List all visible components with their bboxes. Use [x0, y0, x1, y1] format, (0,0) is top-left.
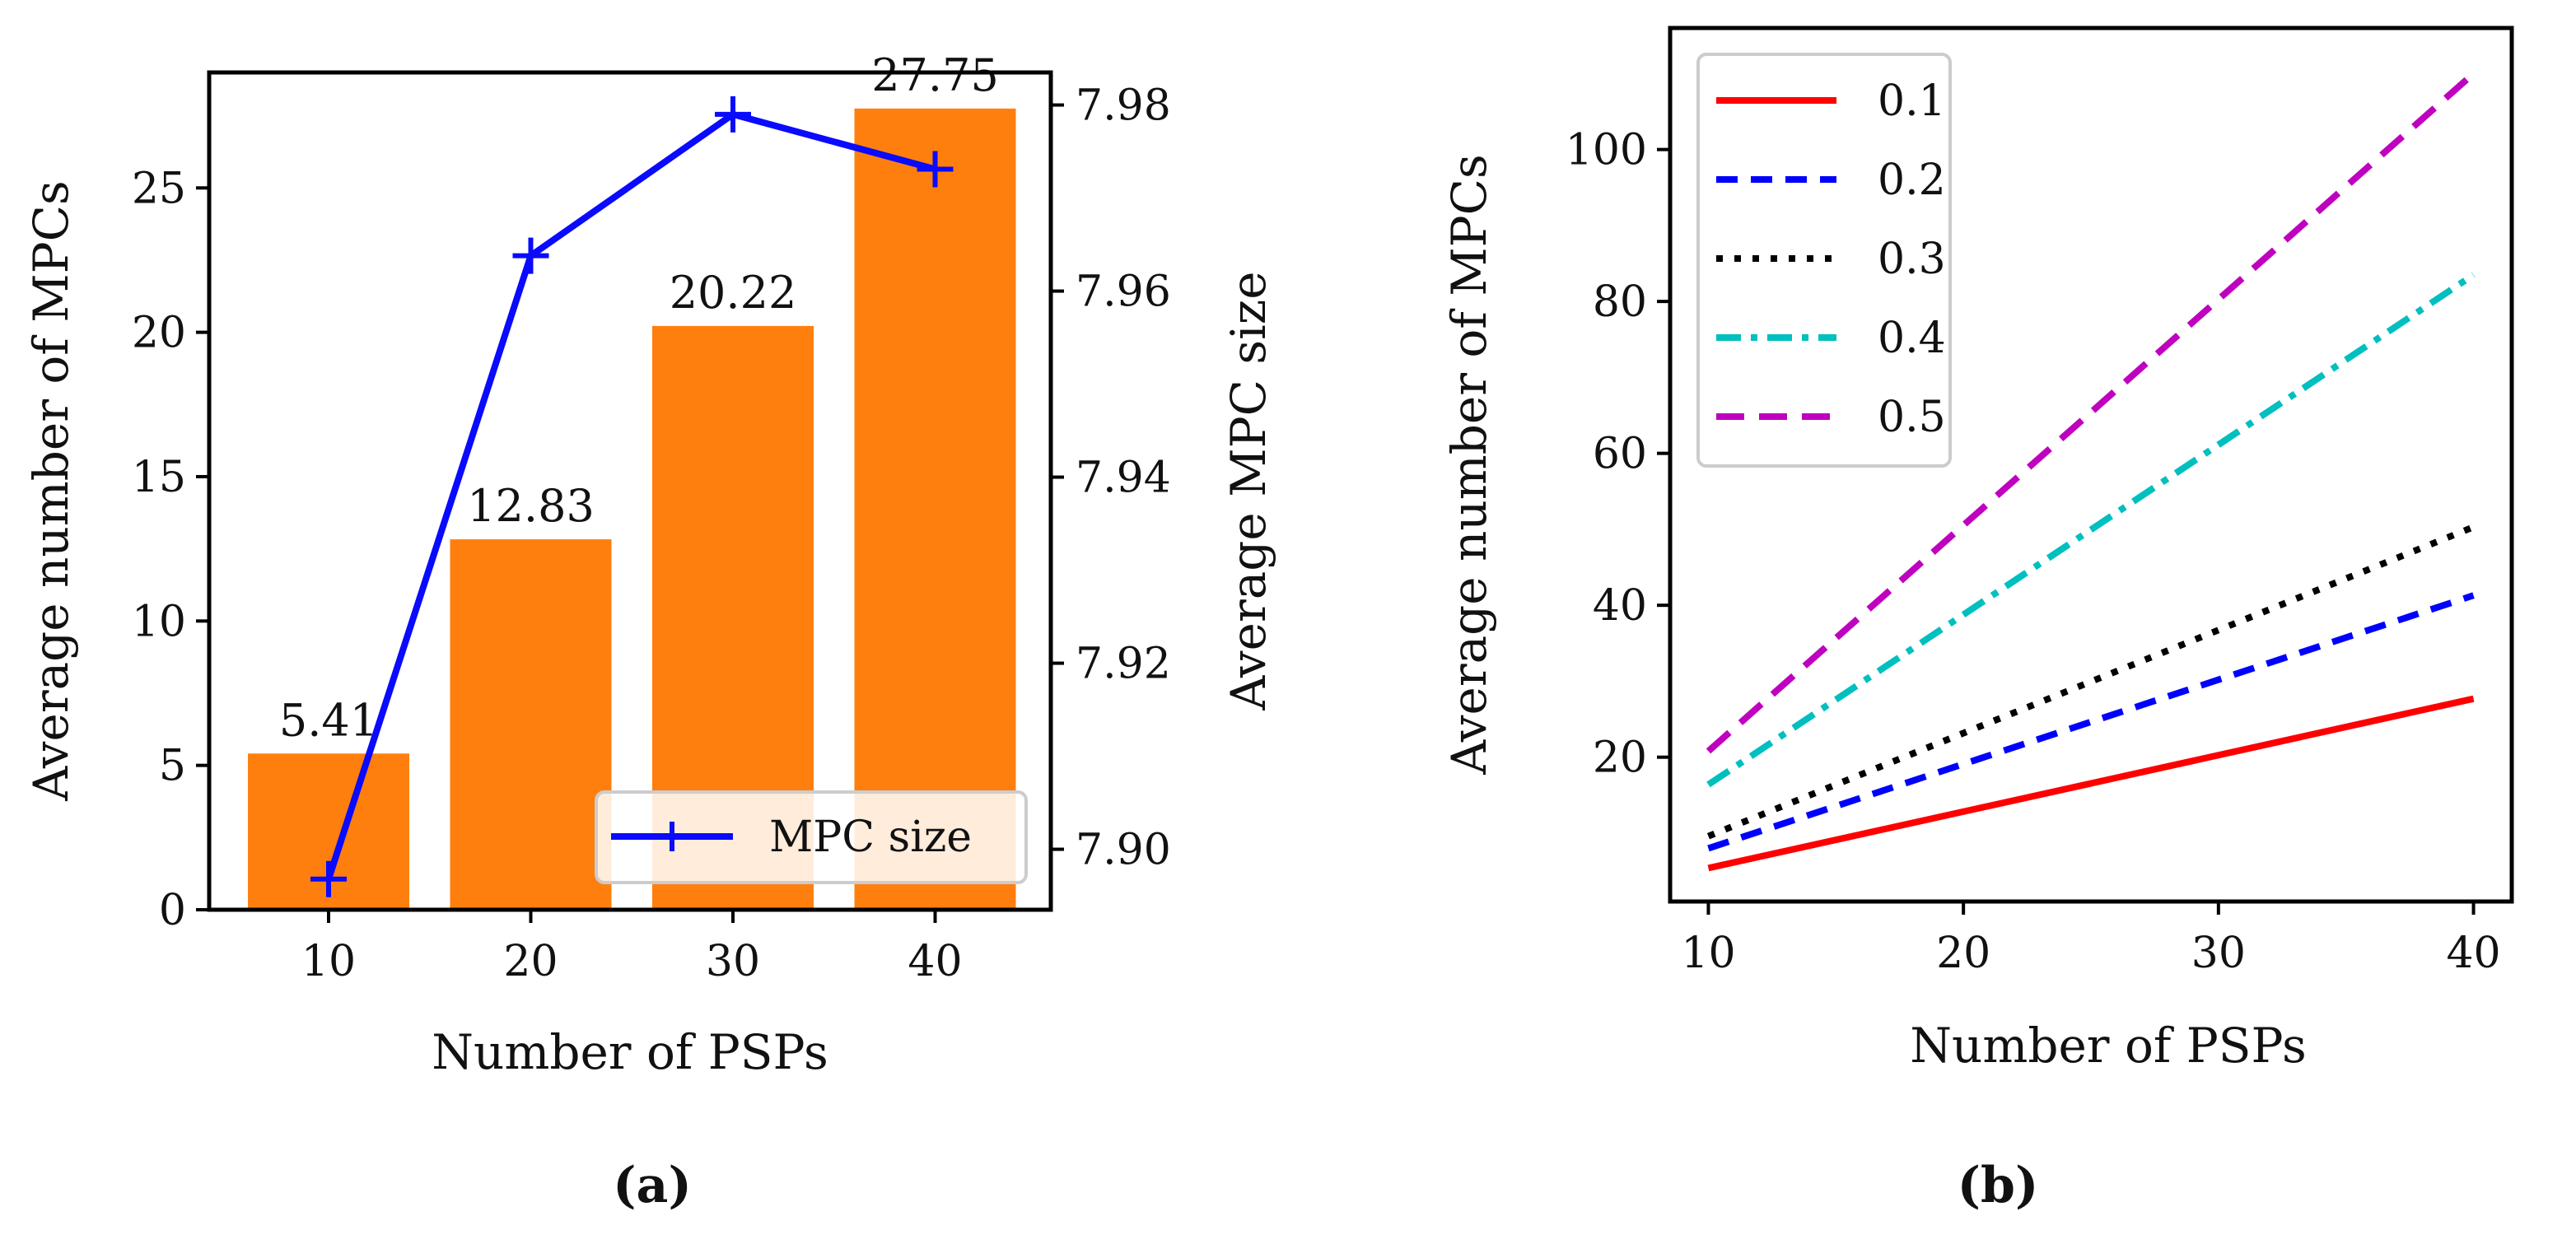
legend-label-mpc-size: MPC size [769, 813, 972, 862]
y-tick-label: 40 [1593, 581, 1647, 631]
plot-frame [1668, 26, 2514, 904]
legend-label-0.5: 0.5 [1878, 393, 1946, 442]
bar-label-30: 20.22 [670, 267, 797, 319]
secondary-y-axis-label: Average MPC size [1220, 271, 1276, 711]
y2-tick-label: 7.90 [1076, 826, 1171, 875]
y-axis-label: Average number of MPCs [23, 180, 79, 802]
y2-tick-label: 7.94 [1076, 454, 1171, 503]
mpc-size-line [325, 110, 936, 880]
bar-data-labels: 5.41 12.83 20.22 27.75 [279, 49, 999, 746]
mpc-size-marker-20 [512, 237, 549, 274]
mpc-size-marker-40 [917, 151, 954, 188]
bar-label-20: 12.83 [467, 480, 595, 532]
subcaption-a: (a) [613, 1157, 692, 1214]
x-axis-ticks: 10 20 30 40 [301, 910, 963, 986]
y-tick-label: 15 [132, 453, 186, 502]
bar-label-40: 27.75 [871, 49, 999, 101]
legend-label-0.1: 0.1 [1878, 77, 1946, 126]
bar-label-10: 5.41 [279, 694, 378, 746]
series-line-0.4 [1706, 272, 2476, 788]
y2-tick-label: 7.98 [1076, 82, 1171, 131]
x-axis-label: Number of PSPs [432, 1024, 828, 1080]
series-line-0.2 [1707, 592, 2475, 852]
y2-tick-label: 7.92 [1076, 640, 1171, 689]
y-tick-label: 60 [1593, 430, 1647, 479]
legend-label-0.2: 0.2 [1878, 156, 1946, 205]
x-tick-label: 20 [1936, 929, 1990, 978]
primary-y-axis-ticks: 0 5 10 15 20 25 [132, 164, 209, 935]
series-line-0.1 [1707, 695, 2475, 872]
x-tick-label: 10 [1681, 929, 1735, 978]
legend-label-0.3: 0.3 [1878, 235, 1946, 284]
legend-label-0.4: 0.4 [1878, 314, 1946, 363]
legend: MPC size [595, 790, 1028, 884]
legend: 0.1 0.2 0.3 0.4 0.5 [1696, 53, 1952, 468]
x-axis-ticks: 10 20 30 40 [1681, 902, 2501, 978]
x-tick-label: 10 [301, 937, 356, 986]
y-axis-label: Average number of MPCs [1441, 154, 1497, 776]
plot-frame [207, 70, 1053, 912]
bar-40 [854, 108, 1016, 911]
x-tick-label: 30 [2191, 929, 2246, 978]
subcaption-b: (b) [1958, 1157, 2039, 1214]
y-axis-ticks: 20 40 60 80 100 [1566, 126, 1670, 783]
mpc-size-line-series [310, 96, 954, 897]
x-tick-label: 20 [503, 937, 558, 986]
y-tick-label: 10 [132, 597, 186, 646]
x-axis-label: Number of PSPs [1910, 1018, 2307, 1074]
secondary-y-axis-ticks: 7.90 7.92 7.94 7.96 7.98 [1051, 82, 1171, 875]
legend-box [1696, 53, 1952, 468]
y-tick-label: 80 [1593, 277, 1647, 327]
panel-b-line-chart: 20 40 60 80 100 10 20 30 40 0.1 0.2 0.3 0.4 0.5 Num… [1441, 26, 2514, 1214]
y-tick-label: 25 [132, 164, 186, 213]
bar-series [248, 108, 1016, 911]
mpc-size-marker-30 [715, 96, 751, 133]
y-tick-label: 5 [159, 742, 186, 791]
y2-tick-label: 7.96 [1076, 268, 1171, 317]
mpc-size-marker-10 [310, 860, 347, 897]
y-tick-label: 20 [132, 309, 186, 358]
x-tick-label: 40 [2446, 929, 2500, 978]
x-tick-label: 40 [908, 937, 962, 986]
y-tick-label: 0 [159, 886, 186, 935]
series-line-0.3 [1706, 524, 2476, 840]
legend-box [595, 790, 1028, 884]
legend-marker-plus [657, 822, 687, 851]
bar-20 [450, 539, 612, 910]
x-tick-label: 30 [706, 937, 760, 986]
y-tick-label: 20 [1593, 734, 1647, 783]
y-tick-label: 100 [1566, 126, 1647, 175]
line-series [1706, 71, 2476, 872]
